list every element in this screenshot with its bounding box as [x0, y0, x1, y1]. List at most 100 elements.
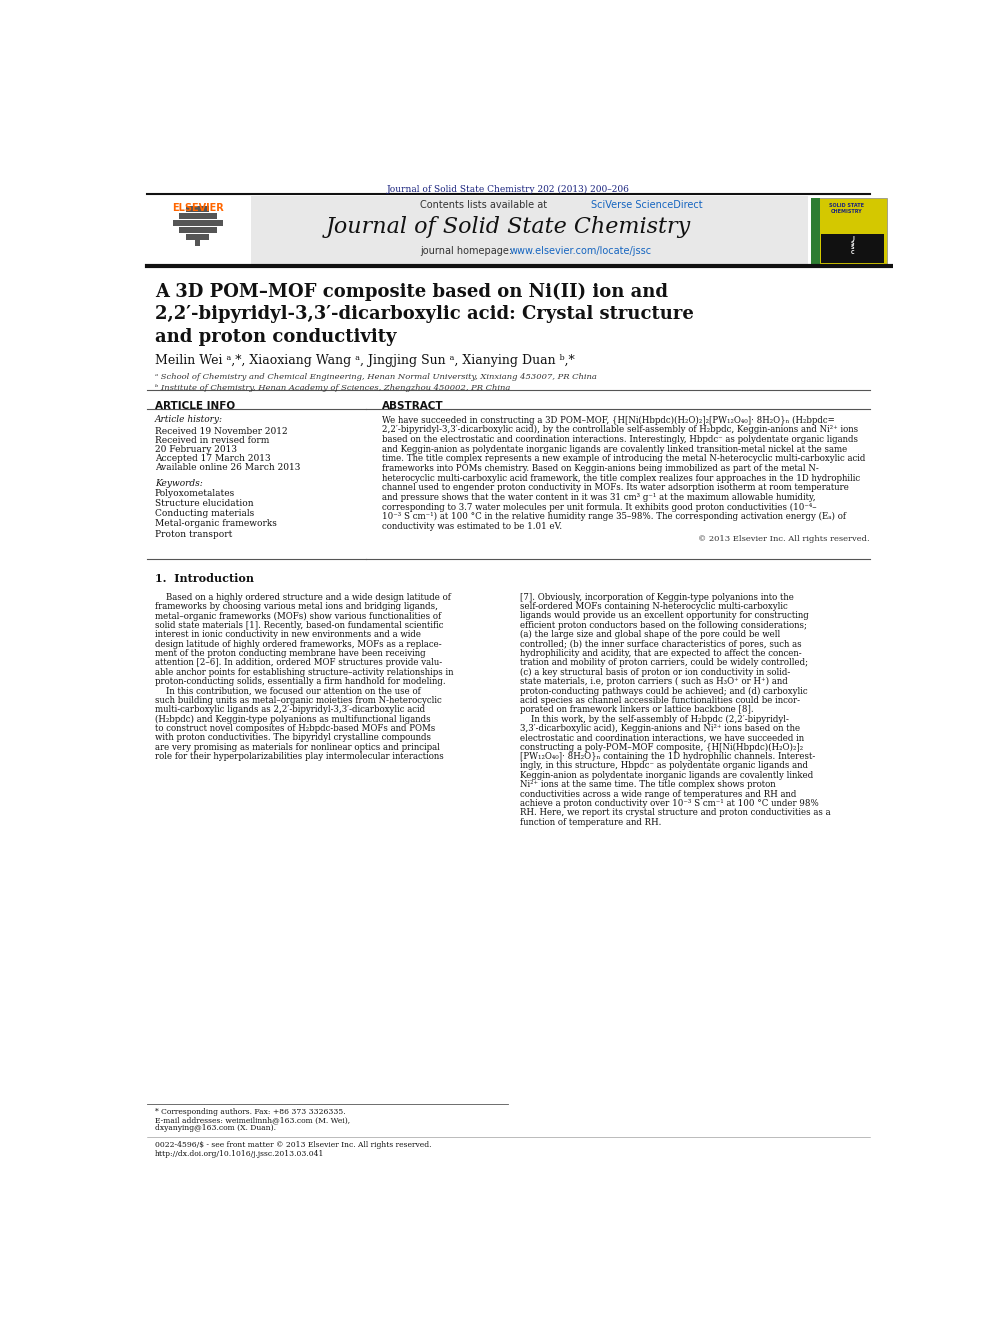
Text: A 3D POM–MOF composite based on Ni(ΙΙ) ion and: A 3D POM–MOF composite based on Ni(ΙΙ) i… — [155, 283, 668, 302]
Text: attention [2–6]. In addition, ordered MOF structures provide valu-: attention [2–6]. In addition, ordered MO… — [155, 659, 441, 667]
Text: We have succeeded in constructing a 3D POM–MOF, {H[Ni(Hbpdc)(H₂O)₂]₂[PW₁₂O₄₀]· 8: We have succeeded in constructing a 3D P… — [382, 415, 834, 425]
Text: Received in revised form: Received in revised form — [155, 435, 269, 445]
Text: frameworks into POMs chemistry. Based on Keggin-anions being immobilized as part: frameworks into POMs chemistry. Based on… — [382, 464, 818, 472]
Text: 2,2′-bipyridyl-3,3′-dicarboxylic acid: Crystal structure: 2,2′-bipyridyl-3,3′-dicarboxylic acid: C… — [155, 306, 693, 323]
Text: In this work, by the self-assembly of H₂bpdc (2,2′-bipyridyl-: In this work, by the self-assembly of H₂… — [520, 714, 789, 724]
Text: proton-conducting solids, essentially a firm handhold for modeling.: proton-conducting solids, essentially a … — [155, 677, 445, 687]
Text: journal homepage:: journal homepage: — [420, 246, 519, 257]
Text: design latitude of highly ordered frameworks, MOFs as a replace-: design latitude of highly ordered framew… — [155, 639, 441, 648]
Text: Polyoxometalates: Polyoxometalates — [155, 488, 235, 497]
Text: ingly, in this structure, Hbpdc⁻ as polydentate organic ligands and: ingly, in this structure, Hbpdc⁻ as poly… — [520, 762, 807, 770]
Text: [7]. Obviously, incorporation of Keggin-type polyanions into the: [7]. Obviously, incorporation of Keggin-… — [520, 593, 794, 602]
Text: Conducting materials: Conducting materials — [155, 509, 254, 519]
Text: conductivities across a wide range of temperatures and RH and: conductivities across a wide range of te… — [520, 790, 797, 799]
Bar — [147, 196, 251, 266]
Text: © 2013 Elsevier Inc. All rights reserved.: © 2013 Elsevier Inc. All rights reserved… — [698, 534, 870, 542]
Bar — [173, 220, 223, 226]
Text: conductivity was estimated to be 1.01 eV.: conductivity was estimated to be 1.01 eV… — [382, 523, 561, 531]
Text: ᵇ Institute of Chemistry, Henan Academy of Sciences, Zhengzhou 450002, PR China: ᵇ Institute of Chemistry, Henan Academy … — [155, 384, 510, 392]
Text: time. The title complex represents a new example of introducing the metal N-hete: time. The title complex represents a new… — [382, 454, 865, 463]
Text: 0022-4596/$ - see front matter © 2013 Elsevier Inc. All rights reserved.: 0022-4596/$ - see front matter © 2013 El… — [155, 1140, 432, 1148]
Text: RH. Here, we report its crystal structure and proton conductivities as a: RH. Here, we report its crystal structur… — [520, 808, 830, 818]
Text: proton-conducting pathways could be achieved; and (d) carboxylic: proton-conducting pathways could be achi… — [520, 687, 807, 696]
Bar — [810, 198, 888, 263]
Text: function of temperature and RH.: function of temperature and RH. — [520, 818, 662, 827]
Text: Ni²⁺ ions at the same time. The title complex shows proton: Ni²⁺ ions at the same time. The title co… — [520, 781, 776, 790]
Text: ELSEVIER: ELSEVIER — [172, 202, 223, 213]
Text: able anchor points for establishing structure–activity relationships in: able anchor points for establishing stru… — [155, 668, 453, 676]
Text: 20 February 2013: 20 February 2013 — [155, 445, 237, 454]
Text: Contents lists available at: Contents lists available at — [420, 200, 551, 209]
Bar — [147, 196, 808, 266]
Text: SOLID STATE
CHEMISTRY: SOLID STATE CHEMISTRY — [829, 202, 864, 214]
Text: Structure elucidation: Structure elucidation — [155, 499, 253, 508]
Text: www.elsevier.com/locate/jssc: www.elsevier.com/locate/jssc — [510, 246, 652, 257]
Text: ligands would provide us an excellent opportunity for constructing: ligands would provide us an excellent op… — [520, 611, 808, 620]
Text: Meilin Wei ᵃ,*, Xiaoxiang Wang ᵃ, Jingjing Sun ᵃ, Xianying Duan ᵇ,*: Meilin Wei ᵃ,*, Xiaoxiang Wang ᵃ, Jingji… — [155, 355, 574, 368]
Text: heterocyclic multi-carboxylic acid framework, the title complex realizes four ap: heterocyclic multi-carboxylic acid frame… — [382, 474, 860, 483]
Bar — [810, 198, 819, 263]
Text: (H₂bpdc) and Keggin-type polyanions as multifunctional ligands: (H₂bpdc) and Keggin-type polyanions as m… — [155, 714, 431, 724]
Text: and proton conductivity: and proton conductivity — [155, 328, 396, 345]
Text: E-mail addresses: weimeilinnh@163.com (M. Wei),: E-mail addresses: weimeilinnh@163.com (M… — [155, 1117, 350, 1125]
Text: efficient proton conductors based on the following considerations;: efficient proton conductors based on the… — [520, 620, 806, 630]
Text: and Keggin-anion as polydentate inorganic ligands are covalently linked transiti: and Keggin-anion as polydentate inorgani… — [382, 445, 847, 454]
Text: 10⁻³ S cm⁻¹) at 100 °C in the relative humidity range 35–98%. The corresponding : 10⁻³ S cm⁻¹) at 100 °C in the relative h… — [382, 512, 845, 521]
Text: such building units as metal–organic moieties from N-heterocyclic: such building units as metal–organic moi… — [155, 696, 441, 705]
Text: Available online 26 March 2013: Available online 26 March 2013 — [155, 463, 301, 472]
Text: Received 19 November 2012: Received 19 November 2012 — [155, 427, 288, 435]
Text: Metal-organic frameworks: Metal-organic frameworks — [155, 520, 277, 528]
Text: achieve a proton conductivity over 10⁻³ S cm⁻¹ at 100 °C under 98%: achieve a proton conductivity over 10⁻³ … — [520, 799, 818, 808]
Text: and pressure shows that the water content in it was 31 cm³ g⁻¹ at the maximum al: and pressure shows that the water conten… — [382, 493, 815, 501]
Text: porated on framework linkers or lattice backbone [8].: porated on framework linkers or lattice … — [520, 705, 754, 714]
Text: electrostatic and coordination interactions, we have succeeded in: electrostatic and coordination interacti… — [520, 733, 805, 742]
Text: metal–organic frameworks (MOFs) show various functionalities of: metal–organic frameworks (MOFs) show var… — [155, 611, 440, 620]
Text: (c) a key structural basis of proton or ion conductivity in solid-: (c) a key structural basis of proton or … — [520, 668, 791, 677]
Text: (a) the large size and global shape of the pore could be well: (a) the large size and global shape of t… — [520, 630, 780, 639]
Text: ABSTRACT: ABSTRACT — [382, 401, 443, 411]
Text: http://dx.doi.org/10.1016/j.jssc.2013.03.041: http://dx.doi.org/10.1016/j.jssc.2013.03… — [155, 1150, 324, 1158]
Text: Accepted 17 March 2013: Accepted 17 March 2013 — [155, 454, 271, 463]
Text: Keywords:: Keywords: — [155, 479, 202, 488]
Text: ᵃ School of Chemistry and Chemical Engineering, Henan Normal University, Xinxian: ᵃ School of Chemistry and Chemical Engin… — [155, 373, 596, 381]
Text: frameworks by choosing various metal ions and bridging ligands,: frameworks by choosing various metal ion… — [155, 602, 437, 611]
Bar — [179, 213, 217, 218]
Text: acid species as channel accessible functionalities could be incor-: acid species as channel accessible funct… — [520, 696, 800, 705]
Text: with proton conductivities. The bipyridyl crystalline compounds: with proton conductivities. The bipyridy… — [155, 733, 431, 742]
Text: Keggin-anion as polydentate inorganic ligands are covalently linked: Keggin-anion as polydentate inorganic li… — [520, 771, 813, 779]
Bar — [186, 234, 209, 241]
Text: to construct novel composites of H₂bpdc-based MOFs and POMs: to construct novel composites of H₂bpdc-… — [155, 724, 435, 733]
Text: solid state materials [1]. Recently, based-on fundamental scientific: solid state materials [1]. Recently, bas… — [155, 620, 443, 630]
Text: dxyanying@163.com (X. Duan).: dxyanying@163.com (X. Duan). — [155, 1125, 276, 1132]
Text: 3,3′-dicarboxylic acid), Keggin-anions and Ni²⁺ ions based on the: 3,3′-dicarboxylic acid), Keggin-anions a… — [520, 724, 801, 733]
Text: state materials, i.e, proton carriers ( such as H₃O⁺ or H⁺) and: state materials, i.e, proton carriers ( … — [520, 677, 788, 687]
Text: constructing a poly-POM–MOF composite, {H[Ni(Hbpdc)(H₂O)₂]₂: constructing a poly-POM–MOF composite, {… — [520, 742, 804, 751]
Text: are very promising as materials for nonlinear optics and principal: are very promising as materials for nonl… — [155, 742, 439, 751]
Text: Proton transport: Proton transport — [155, 529, 232, 538]
Text: 2,2′-bipyridyl-3,3′-dicarboxylic acid), by the controllable self-assembly of H₂b: 2,2′-bipyridyl-3,3′-dicarboxylic acid), … — [382, 425, 858, 434]
Text: interest in ionic conductivity in new environments and a wide: interest in ionic conductivity in new en… — [155, 630, 421, 639]
Bar — [195, 241, 200, 246]
Text: Based on a highly ordered structure and a wide design latitude of: Based on a highly ordered structure and … — [155, 593, 450, 602]
Text: channel used to engender proton conductivity in MOFs. Its water adsorption isoth: channel used to engender proton conducti… — [382, 483, 848, 492]
Bar — [186, 205, 209, 212]
Text: self-ordered MOFs containing N-heterocyclic multi-carboxylic: self-ordered MOFs containing N-heterocyc… — [520, 602, 788, 611]
Text: tration and mobility of proton carriers, could be widely controlled;: tration and mobility of proton carriers,… — [520, 659, 808, 667]
Text: SciVerse ScienceDirect: SciVerse ScienceDirect — [591, 200, 703, 209]
Text: [PW₁₂O₄₀]· 8H₂O}ₙ containing the 1D hydrophilic channels. Interest-: [PW₁₂O₄₀]· 8H₂O}ₙ containing the 1D hydr… — [520, 751, 815, 761]
Text: J
S
S
C: J S S C — [851, 237, 854, 255]
Bar — [820, 234, 884, 263]
Bar — [179, 228, 217, 233]
Text: controlled; (b) the inner surface characteristics of pores, such as: controlled; (b) the inner surface charac… — [520, 639, 802, 648]
Text: Journal of Solid State Chemistry: Journal of Solid State Chemistry — [325, 216, 691, 238]
Text: 1.  Introduction: 1. Introduction — [155, 573, 254, 585]
Text: multi-carboxylic ligands as 2,2′-bipyridyl-3,3′-dicarboxylic acid: multi-carboxylic ligands as 2,2′-bipyrid… — [155, 705, 425, 714]
Text: hydrophilicity and acidity, that are expected to affect the concen-: hydrophilicity and acidity, that are exp… — [520, 650, 802, 658]
Text: Journal of Solid State Chemistry 202 (2013) 200–206: Journal of Solid State Chemistry 202 (20… — [387, 185, 630, 194]
Text: Article history:: Article history: — [155, 415, 223, 425]
Text: * Corresponding authors. Fax: +86 373 3326335.: * Corresponding authors. Fax: +86 373 33… — [155, 1109, 345, 1117]
Text: role for their hyperpolarizabilities play intermolecular interactions: role for their hyperpolarizabilities pla… — [155, 751, 443, 761]
Text: corresponding to 3.7 water molecules per unit formula. It exhibits good proton c: corresponding to 3.7 water molecules per… — [382, 503, 816, 512]
Text: ARTICLE INFO: ARTICLE INFO — [155, 401, 235, 411]
Text: In this contribution, we focused our attention on the use of: In this contribution, we focused our att… — [155, 687, 421, 696]
